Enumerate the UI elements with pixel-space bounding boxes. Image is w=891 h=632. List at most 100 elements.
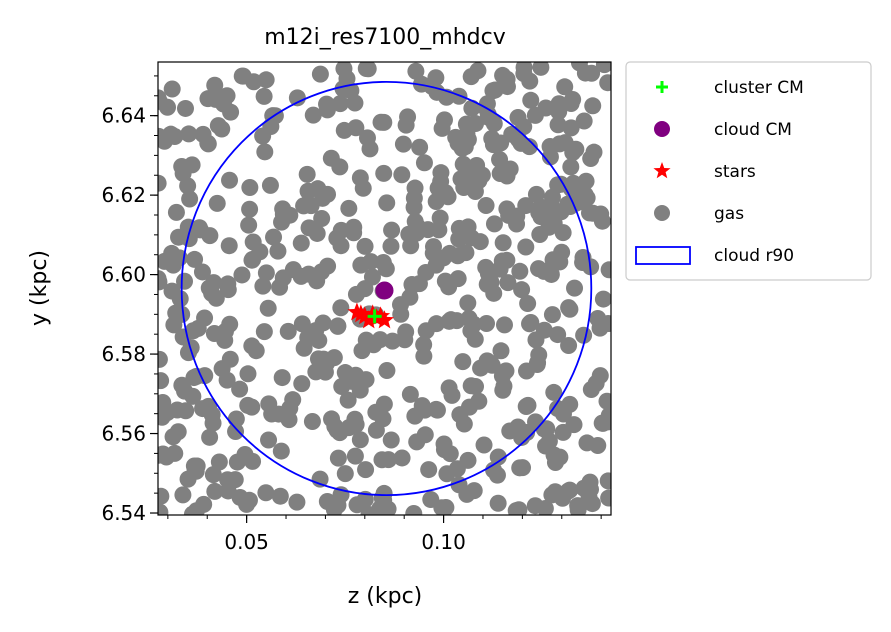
gas-point (577, 172, 595, 190)
gas-point (378, 194, 396, 212)
gas-point (206, 482, 224, 500)
gas-point (165, 316, 183, 334)
gas-point (462, 68, 480, 86)
y-tick-label: 6.64 (101, 104, 146, 128)
gas-point (513, 281, 531, 299)
gas-point (231, 380, 249, 398)
y-axis: 6.54 6.56 6.58 6.60 6.62 6.64 (101, 75, 158, 525)
gas-point (240, 216, 258, 234)
gas-point (551, 135, 569, 153)
legend-label: cloud r90 (714, 246, 794, 266)
gas-point (413, 397, 431, 415)
gas-point (295, 197, 313, 215)
gas-point (308, 272, 326, 290)
gas-point (256, 143, 274, 161)
gas-point (173, 376, 191, 394)
gas-point (582, 149, 600, 167)
gas-point (340, 199, 358, 217)
gas-point (195, 495, 213, 513)
gas-point (434, 184, 452, 202)
gas-point (221, 350, 239, 368)
gas-point (546, 483, 564, 501)
cloud-r90-series (180, 80, 593, 497)
gas-point (530, 204, 548, 222)
gas-point (244, 452, 262, 470)
gas-point (158, 270, 167, 288)
gas-point (594, 290, 611, 308)
gas-point (478, 314, 496, 332)
gas-point (410, 275, 428, 293)
gas-point (205, 325, 223, 343)
gas-point (517, 238, 535, 256)
gas-point (575, 112, 593, 130)
gas-point (574, 249, 592, 267)
gas-point (407, 62, 425, 80)
gas-point (478, 95, 496, 113)
gas-point (254, 127, 272, 145)
star-point (374, 310, 395, 329)
gas-point (167, 203, 185, 221)
gas-point (434, 249, 452, 267)
gas-point (158, 350, 168, 368)
gas-point (331, 424, 349, 442)
gas-point (475, 436, 493, 454)
gas-point (329, 449, 347, 467)
gas-point (298, 165, 316, 183)
gas-point (158, 445, 172, 463)
gas-point (271, 278, 289, 296)
gas-point (580, 489, 598, 507)
gas-point (293, 315, 311, 333)
gas-point (346, 410, 364, 428)
gas-point (292, 267, 310, 285)
gas-point (269, 242, 287, 260)
gas-point (467, 378, 485, 396)
gas-point (220, 237, 238, 255)
gas-point (492, 134, 510, 152)
gas-point (295, 339, 313, 357)
gas-point (311, 65, 329, 83)
gas-point (536, 500, 554, 515)
gas-point (199, 134, 217, 152)
gas-point (454, 353, 472, 371)
legend-label: gas (714, 204, 744, 224)
gas-point (595, 62, 611, 74)
gas-point (163, 244, 181, 262)
gas-point (498, 167, 516, 185)
gas-point (255, 87, 273, 105)
gas-point (228, 453, 246, 471)
gas-point (415, 336, 433, 354)
gas-point (519, 294, 537, 312)
gas-point (437, 498, 455, 515)
gas-point (551, 448, 569, 466)
gas-point (550, 253, 568, 271)
y-tick-label: 6.56 (101, 422, 146, 446)
gas-point (463, 99, 481, 117)
gas-point (260, 431, 278, 449)
gas-point (473, 166, 491, 184)
gas-point (459, 131, 477, 149)
gas-point (438, 465, 456, 483)
gas-point (564, 174, 582, 192)
gas-point (485, 461, 503, 479)
gas-point (374, 410, 392, 428)
gas-point (233, 266, 251, 284)
gas-point (600, 489, 611, 507)
gas-point (307, 363, 325, 381)
gas-point (257, 264, 275, 282)
gas-point (527, 331, 545, 349)
gas-point (257, 71, 275, 89)
gas-point (293, 375, 311, 393)
gas-point (482, 274, 500, 292)
circle-marker-icon (654, 121, 670, 137)
gas-point (483, 356, 501, 374)
gas-point (543, 306, 561, 324)
gas-point (206, 76, 224, 94)
gas-point (158, 174, 167, 192)
gas-point (265, 228, 283, 246)
gas-point (180, 230, 198, 248)
gas-point (397, 116, 415, 134)
gas-point (484, 82, 502, 100)
gas-point (485, 115, 503, 133)
gas-point (219, 281, 237, 299)
